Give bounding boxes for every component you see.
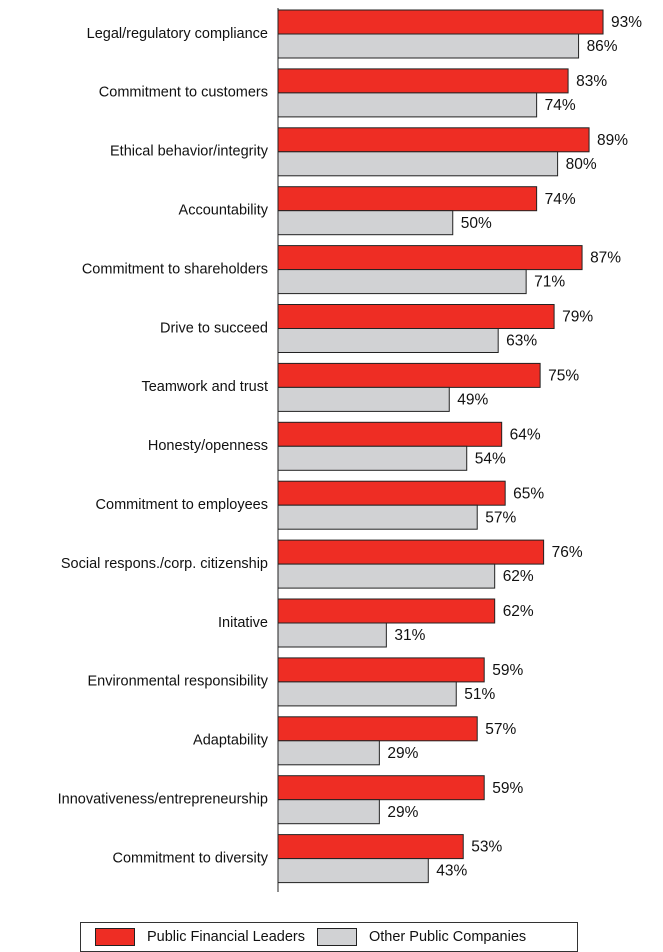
value-label: 79% xyxy=(562,309,593,326)
value-label: 65% xyxy=(513,485,544,502)
bar-public-financial-leaders xyxy=(277,9,604,35)
category-label: Environmental responsibility xyxy=(87,674,268,690)
bar-public-financial-leaders xyxy=(277,245,583,271)
category-label: Commitment to employees xyxy=(96,497,268,513)
category-label: Adaptability xyxy=(193,733,269,749)
value-label: 74% xyxy=(545,97,576,114)
category-label: Initative xyxy=(218,615,268,631)
value-label: 57% xyxy=(485,509,516,526)
value-label: 59% xyxy=(492,780,523,797)
bar-other-public-companies xyxy=(277,563,496,589)
category-label: Teamwork and trust xyxy=(141,379,268,395)
legend-label: Public Financial Leaders xyxy=(147,929,305,945)
value-label: 89% xyxy=(597,132,628,149)
value-label: 29% xyxy=(387,745,418,762)
category-label: Commitment to shareholders xyxy=(82,261,268,277)
value-label: 57% xyxy=(485,721,516,738)
bars-group: Legal/regulatory compliance 93% 86% Commitm… xyxy=(58,9,642,884)
legend-item-public-financial-leaders: Public Financial Leaders xyxy=(95,928,305,946)
value-label: 71% xyxy=(534,274,565,291)
value-label: 59% xyxy=(492,662,523,679)
legend: Public Financial Leaders Other Public Co… xyxy=(80,922,578,952)
value-label: 80% xyxy=(566,156,597,173)
value-label: 29% xyxy=(387,804,418,821)
value-label: 86% xyxy=(587,38,618,55)
bar-public-financial-leaders xyxy=(277,480,506,506)
category-label: Drive to succeed xyxy=(160,320,268,336)
bar-public-financial-leaders xyxy=(277,539,545,565)
value-label: 51% xyxy=(464,686,495,703)
value-label: 93% xyxy=(611,14,642,31)
bar-public-financial-leaders xyxy=(277,716,478,742)
value-label: 64% xyxy=(510,426,541,443)
value-label: 75% xyxy=(548,367,579,384)
bar-other-public-companies xyxy=(277,33,580,59)
bar-other-public-companies xyxy=(277,740,380,766)
bar-public-financial-leaders xyxy=(277,421,503,447)
bar-other-public-companies xyxy=(277,92,538,118)
value-label: 43% xyxy=(436,863,467,880)
bar-public-financial-leaders xyxy=(277,186,538,212)
value-label: 62% xyxy=(503,568,534,585)
value-label: 54% xyxy=(475,450,506,467)
bar-public-financial-leaders xyxy=(277,657,485,683)
category-label: Commitment to diversity xyxy=(112,850,268,866)
value-label: 53% xyxy=(471,839,502,856)
bar-other-public-companies xyxy=(277,445,468,471)
bar-public-financial-leaders xyxy=(277,127,590,153)
bar-other-public-companies xyxy=(277,328,499,353)
value-label: 50% xyxy=(461,215,492,232)
bar-chart: Legal/regulatory compliance 93% 86% Commitm… xyxy=(58,8,642,892)
value-label: 49% xyxy=(457,391,488,408)
value-label: 62% xyxy=(503,603,534,620)
legend-swatch-red xyxy=(95,928,135,946)
bar-other-public-companies xyxy=(277,151,559,177)
legend-item-other-public-companies: Other Public Companies xyxy=(316,928,527,946)
bar-public-financial-leaders xyxy=(277,775,485,801)
bar-public-financial-leaders xyxy=(277,68,569,94)
bar-other-public-companies xyxy=(277,504,478,530)
category-label: Honesty/openness xyxy=(148,438,268,454)
value-label: 74% xyxy=(545,191,576,208)
bar-other-public-companies xyxy=(277,210,454,236)
category-label: Social respons./corp. citizenship xyxy=(61,556,268,572)
category-label: Innovativeness/entrepreneurship xyxy=(58,792,268,808)
bar-public-financial-leaders xyxy=(277,362,541,388)
category-label: Legal/regulatory compliance xyxy=(87,26,268,42)
category-label: Accountability xyxy=(179,203,269,219)
value-label: 31% xyxy=(394,627,425,644)
bar-other-public-companies xyxy=(277,681,457,707)
bar-public-financial-leaders xyxy=(277,598,496,624)
value-label: 76% xyxy=(552,544,583,561)
category-label: Ethical behavior/integrity xyxy=(110,144,269,160)
value-label: 87% xyxy=(590,250,621,267)
bar-other-public-companies xyxy=(277,269,527,295)
bar-public-financial-leaders xyxy=(277,834,464,860)
value-label: 63% xyxy=(506,333,537,350)
legend-label: Other Public Companies xyxy=(368,929,527,945)
category-label: Commitment to customers xyxy=(99,85,268,101)
legend-swatch-gray xyxy=(316,928,357,946)
bar-public-financial-leaders xyxy=(277,304,555,329)
bar-other-public-companies xyxy=(277,386,450,412)
bar-other-public-companies xyxy=(277,858,429,884)
bar-other-public-companies xyxy=(277,799,380,825)
bar-other-public-companies xyxy=(277,622,387,648)
value-label: 83% xyxy=(576,73,607,90)
